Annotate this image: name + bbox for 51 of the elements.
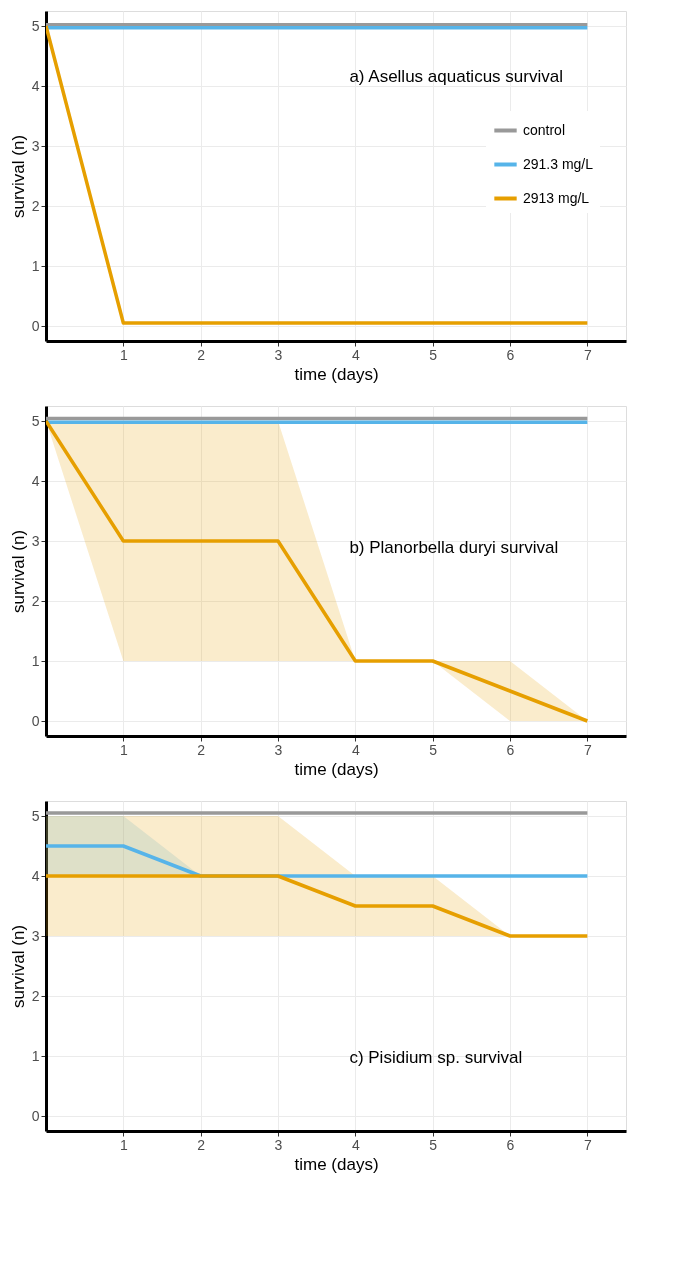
x-tick-label: 1	[119, 741, 128, 758]
annotation: b) Planorbella duryi survival	[349, 537, 559, 557]
x-axis-title: time (days)	[294, 364, 379, 384]
y-tick-label: 4	[31, 472, 40, 489]
x-axis-title: time (days)	[294, 759, 379, 779]
x-tick-label: 7	[583, 741, 592, 758]
x-tick-label: 5	[429, 741, 438, 758]
x-tick-label: 6	[506, 346, 515, 363]
x-tick-label: 5	[429, 346, 438, 363]
y-tick-label: 3	[31, 137, 40, 154]
annotation: c) Pisidium sp. survival	[349, 1048, 523, 1068]
y-tick-label: 1	[31, 652, 40, 669]
y-tick-label: 5	[31, 807, 40, 824]
x-tick-label: 3	[274, 1136, 283, 1153]
x-tick-label: 1	[119, 1136, 128, 1153]
x-tick-label: 3	[274, 741, 283, 758]
y-tick-label: 5	[31, 17, 40, 34]
y-axis-title: survival (n)	[8, 134, 28, 219]
annotation: a) Asellus aquaticus survival	[349, 67, 563, 86]
y-axis-title: survival (n)	[8, 529, 28, 614]
y-tick-label: 2	[31, 987, 40, 1004]
y-tick-label: 3	[31, 532, 40, 549]
y-tick-label: 1	[31, 1047, 40, 1064]
x-tick-label: 2	[197, 1136, 206, 1153]
y-tick-label: 3	[31, 927, 40, 944]
x-tick-label: 4	[351, 741, 360, 758]
y-axis-title: survival (n)	[8, 924, 28, 1009]
x-axis-title: time (days)	[294, 1154, 379, 1174]
y-tick-label: 0	[31, 712, 40, 729]
x-tick-label: 6	[506, 741, 515, 758]
y-tick-label: 2	[31, 592, 40, 609]
x-tick-label: 7	[583, 1136, 592, 1153]
y-tick-label: 0	[31, 317, 40, 334]
x-tick-label: 7	[583, 346, 592, 363]
x-tick-label: 2	[197, 346, 206, 363]
y-tick-label: 5	[31, 412, 40, 429]
x-tick-label: 2	[197, 741, 206, 758]
x-tick-label: 4	[351, 346, 360, 363]
legend-label: control	[523, 121, 566, 138]
y-tick-label: 0	[31, 1107, 40, 1124]
x-tick-label: 6	[506, 1136, 515, 1153]
y-tick-label: 2	[31, 197, 40, 214]
y-tick-label: 1	[31, 257, 40, 274]
x-tick-label: 3	[274, 346, 283, 363]
x-tick-label: 4	[351, 1136, 360, 1153]
y-tick-label: 4	[31, 867, 40, 884]
y-tick-label: 4	[31, 77, 40, 94]
x-tick-label: 5	[429, 1136, 438, 1153]
legend-label: 291.3 mg/L	[523, 155, 594, 172]
x-tick-label: 1	[119, 346, 128, 363]
legend-label: 2913 mg/L	[523, 189, 590, 206]
